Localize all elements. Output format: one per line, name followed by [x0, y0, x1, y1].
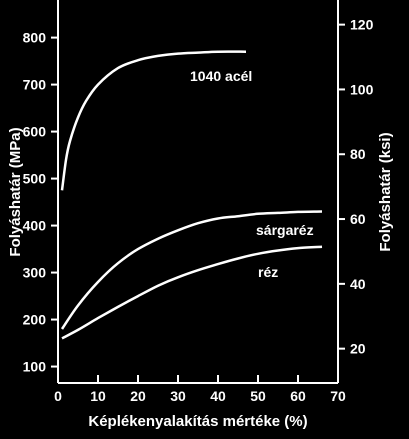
x-tick-label: 0: [54, 388, 62, 404]
y-tick-label-left: 200: [23, 312, 47, 328]
x-tick-label: 70: [330, 388, 346, 404]
x-tick-label: 20: [130, 388, 146, 404]
y-axis-label-right: Folyáshatár (ksi): [377, 132, 394, 251]
y-tick-label-left: 500: [23, 171, 47, 187]
x-tick-label: 50: [250, 388, 266, 404]
y-tick-label-right: 20: [350, 341, 366, 357]
ticks: 0 10 20 30 40 50 60 70 100 200 300 400 500 600 700 800 2…: [23, 17, 374, 404]
y-tick-label-right: 100: [350, 81, 374, 97]
y-tick-label-right: 120: [350, 17, 374, 33]
y-tick-label-right: 60: [350, 211, 366, 227]
y-tick-label-left: 600: [23, 124, 47, 140]
steel-curve: [60, 50, 247, 191]
y-tick-label-left: 400: [23, 218, 47, 234]
axes: [57, 0, 339, 384]
y-tick-label-right: 80: [350, 146, 366, 162]
x-tick-label: 10: [90, 388, 106, 404]
x-tick-label: 60: [290, 388, 306, 404]
copper-curve: [61, 245, 323, 340]
curves: [60, 50, 323, 340]
y-tick-label-left: 800: [23, 30, 47, 46]
brass-curve: [60, 210, 323, 330]
series-label-copper: réz: [258, 264, 278, 280]
y-axis-label-left: Folyáshatár (MPa): [7, 127, 24, 256]
y-tick-label-left: 700: [23, 77, 47, 93]
x-axis-label: Képlékenyalakítás mértéke (%): [88, 413, 307, 430]
x-tick-label: 30: [170, 388, 186, 404]
series-label-steel: 1040 acél: [190, 68, 252, 84]
y-tick-label-right: 40: [350, 276, 366, 292]
y-tick-label-left: 300: [23, 265, 47, 281]
y-tick-label-left: 100: [23, 359, 47, 375]
series-label-brass: sárgaréz: [256, 222, 314, 238]
x-tick-label: 40: [210, 388, 226, 404]
